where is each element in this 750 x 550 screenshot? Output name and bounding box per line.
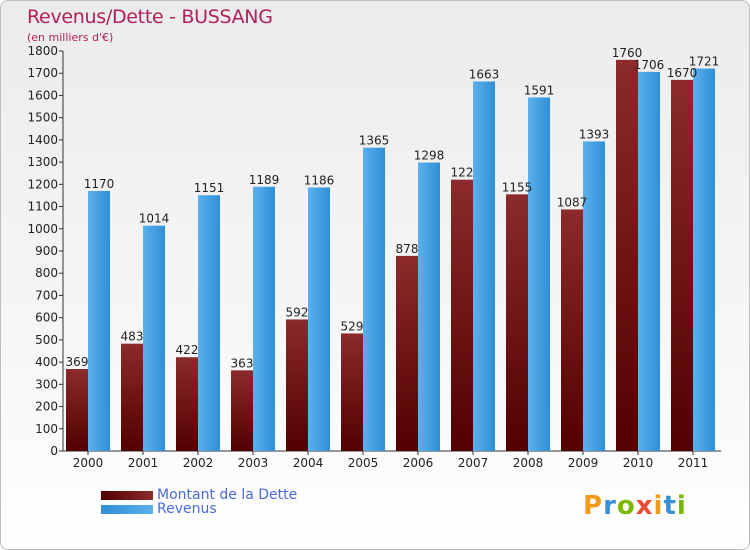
x-tick-label: 2006 bbox=[403, 456, 434, 470]
y-tick-label: 500 bbox=[35, 333, 58, 347]
data-label-debt-2006: 878 bbox=[396, 242, 419, 256]
data-label-debt-2001: 483 bbox=[121, 330, 144, 344]
data-label-debt-2003: 363 bbox=[231, 356, 254, 370]
legend-swatch-debt bbox=[101, 490, 153, 500]
y-tick-label: 800 bbox=[35, 266, 58, 280]
bar-debt-2000 bbox=[66, 369, 88, 451]
y-tick-label: 1200 bbox=[27, 177, 58, 191]
x-tick-label: 2009 bbox=[568, 456, 599, 470]
bar-revenue-2010 bbox=[638, 71, 660, 451]
data-label-revenue-2005: 1365 bbox=[359, 134, 390, 148]
legend-swatch-revenue bbox=[101, 504, 153, 514]
logo-letter: i bbox=[653, 491, 664, 521]
bar-debt-2009 bbox=[561, 209, 583, 451]
data-label-revenue-2001: 1014 bbox=[139, 212, 170, 226]
bar-debt-2003 bbox=[231, 370, 253, 451]
legend-label-debt: Montant de la Dette bbox=[157, 487, 298, 503]
y-tick-label: 600 bbox=[35, 311, 58, 325]
data-label-debt-2000: 369 bbox=[66, 355, 89, 369]
x-tick-label: 2007 bbox=[458, 456, 489, 470]
x-tick-label: 2008 bbox=[513, 456, 544, 470]
bar-debt-2001 bbox=[121, 343, 143, 451]
data-label-revenue-2008: 1591 bbox=[524, 83, 555, 97]
proxiti-logo: Proxiti bbox=[583, 491, 687, 521]
x-tick-label: 2001 bbox=[128, 456, 159, 470]
y-tick-label: 400 bbox=[35, 355, 58, 369]
data-label-revenue-2009: 1393 bbox=[579, 127, 610, 141]
y-tick-label: 700 bbox=[35, 288, 58, 302]
data-label-revenue-2007: 1663 bbox=[469, 67, 500, 81]
bar-revenue-2007 bbox=[473, 81, 495, 451]
logo-letter: o bbox=[616, 491, 636, 521]
x-tick-label: 2005 bbox=[348, 456, 379, 470]
y-tick-label: 300 bbox=[35, 377, 58, 391]
legend-item-debt: Montant de la Dette bbox=[101, 487, 298, 503]
x-tick-label: 2000 bbox=[73, 456, 104, 470]
x-tick-label: 2004 bbox=[293, 456, 324, 470]
data-label-revenue-2010: 1706 bbox=[634, 58, 665, 72]
bar-revenue-2002 bbox=[198, 195, 220, 451]
logo-letter: r bbox=[603, 491, 617, 521]
data-label-debt-2004: 592 bbox=[286, 305, 309, 319]
logo-letter: t bbox=[663, 491, 677, 521]
logo-letter: i bbox=[676, 491, 687, 521]
bar-debt-2010 bbox=[616, 59, 638, 452]
data-label-revenue-2006: 1298 bbox=[414, 149, 445, 163]
bar-revenue-2009 bbox=[583, 141, 605, 451]
y-tick-label: 1100 bbox=[27, 200, 58, 214]
bar-revenue-2008 bbox=[528, 97, 550, 451]
data-label-debt-2005: 529 bbox=[341, 319, 364, 333]
chart-subtitle: (en milliers d'€) bbox=[27, 31, 114, 44]
bar-debt-2004 bbox=[286, 319, 308, 451]
data-label-debt-2002: 422 bbox=[176, 343, 199, 357]
bar-debt-2008 bbox=[506, 194, 528, 452]
legend-item-revenue: Revenus bbox=[101, 501, 217, 517]
data-label-debt-2011: 1670 bbox=[667, 66, 698, 80]
x-tick-label: 2003 bbox=[238, 456, 269, 470]
bar-debt-2011 bbox=[671, 79, 693, 451]
y-tick-label: 1800 bbox=[27, 44, 58, 58]
y-tick-label: 1700 bbox=[27, 66, 58, 80]
bar-revenue-2004 bbox=[308, 187, 330, 451]
logo-letter: P bbox=[583, 491, 604, 521]
data-label-debt-2009: 1087 bbox=[557, 195, 588, 209]
data-label-debt-2008: 1155 bbox=[502, 180, 533, 194]
data-label-debt-2007: 122 bbox=[451, 166, 474, 180]
x-tick-label: 2011 bbox=[678, 456, 709, 470]
data-label-revenue-2011: 1721 bbox=[689, 55, 720, 69]
y-tick-label: 900 bbox=[35, 244, 58, 258]
bar-revenue-2006 bbox=[418, 162, 440, 452]
y-tick-label: 100 bbox=[35, 422, 58, 436]
bar-debt-2002 bbox=[176, 357, 198, 451]
y-tick-label: 1600 bbox=[27, 88, 58, 102]
legend-label-revenue: Revenus bbox=[157, 501, 217, 517]
y-tick-label: 1000 bbox=[27, 222, 58, 236]
bar-revenue-2003 bbox=[253, 186, 275, 451]
data-label-revenue-2000: 1170 bbox=[84, 177, 115, 191]
bar-revenue-2005 bbox=[363, 147, 385, 451]
chart-title: Revenus/Dette - BUSSANG bbox=[27, 6, 273, 28]
bar-revenue-2001 bbox=[143, 225, 165, 451]
x-tick-label: 2010 bbox=[623, 456, 654, 470]
y-tick-label: 1500 bbox=[27, 111, 58, 125]
y-tick-label: 0 bbox=[50, 444, 58, 458]
data-label-revenue-2004: 1186 bbox=[304, 173, 335, 187]
data-label-revenue-2002: 1151 bbox=[194, 181, 225, 195]
bar-revenue-2000 bbox=[88, 191, 110, 451]
bar-revenue-2011 bbox=[693, 68, 715, 452]
data-label-debt-2010: 1760 bbox=[612, 46, 643, 60]
y-tick-label: 1400 bbox=[27, 133, 58, 147]
y-tick-label: 1300 bbox=[27, 155, 58, 169]
x-tick-label: 2002 bbox=[183, 456, 214, 470]
y-tick-label: 200 bbox=[35, 400, 58, 414]
logo-letter: x bbox=[635, 491, 654, 521]
bar-debt-2005 bbox=[341, 333, 363, 451]
bar-debt-2006 bbox=[396, 255, 418, 451]
bar-debt-2007 bbox=[451, 179, 473, 451]
data-label-revenue-2003: 1189 bbox=[249, 173, 280, 187]
